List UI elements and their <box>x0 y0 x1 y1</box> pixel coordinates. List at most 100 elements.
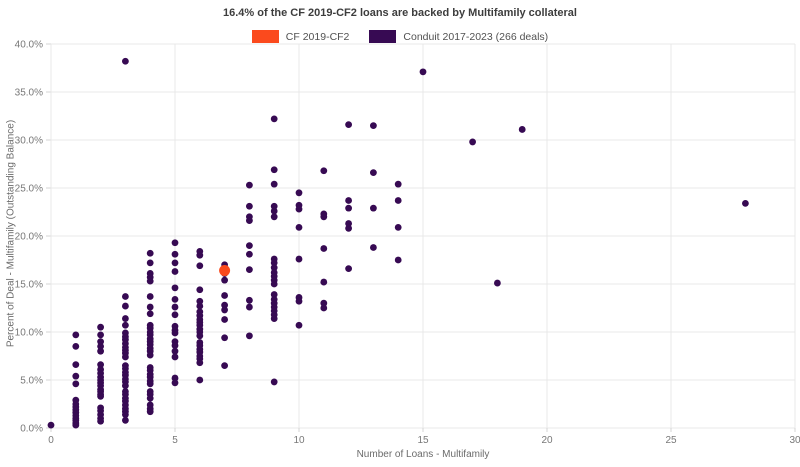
data-point[interactable] <box>146 351 154 359</box>
data-point[interactable] <box>146 249 154 257</box>
data-point[interactable] <box>246 303 253 311</box>
data-point[interactable] <box>122 293 129 300</box>
data-point[interactable] <box>246 242 253 250</box>
data-point[interactable] <box>345 224 352 232</box>
data-point[interactable] <box>171 379 179 387</box>
data-point[interactable] <box>246 250 253 258</box>
data-point[interactable] <box>246 217 253 225</box>
data-point[interactable] <box>171 250 179 258</box>
data-point[interactable] <box>196 286 204 294</box>
data-point[interactable] <box>171 303 179 311</box>
data-point[interactable] <box>171 342 179 349</box>
data-point[interactable] <box>97 417 104 425</box>
data-point[interactable] <box>72 343 80 350</box>
data-point[interactable] <box>146 277 154 285</box>
data-point[interactable] <box>494 279 501 287</box>
data-point[interactable] <box>246 332 253 340</box>
data-point[interactable] <box>72 331 80 339</box>
data-point[interactable] <box>270 315 278 322</box>
data-point[interactable] <box>146 408 154 416</box>
data-point[interactable] <box>221 306 229 314</box>
data-point[interactable] <box>320 278 328 286</box>
data-point[interactable] <box>270 166 278 174</box>
data-point[interactable] <box>72 361 80 369</box>
data-point[interactable] <box>345 220 352 227</box>
data-point[interactable] <box>345 204 352 212</box>
data-point[interactable] <box>270 115 278 123</box>
data-point[interactable] <box>122 416 129 424</box>
data-point[interactable] <box>742 199 749 207</box>
data-point[interactable] <box>146 293 154 300</box>
data-point[interactable] <box>122 57 129 65</box>
data-point[interactable] <box>295 223 303 231</box>
data-point[interactable] <box>270 213 278 221</box>
data-point[interactable] <box>171 295 179 303</box>
data-point[interactable] <box>518 126 526 133</box>
data-point[interactable] <box>97 361 104 369</box>
data-point[interactable] <box>270 264 278 272</box>
data-point[interactable] <box>246 266 253 273</box>
data-point[interactable] <box>171 268 179 275</box>
data-point[interactable] <box>246 296 253 304</box>
data-point[interactable] <box>295 205 303 213</box>
data-point[interactable] <box>196 359 204 367</box>
data-point[interactable] <box>171 374 179 382</box>
data-point[interactable] <box>97 347 104 355</box>
data-point[interactable] <box>196 376 204 384</box>
data-point[interactable] <box>171 239 179 247</box>
data-point[interactable] <box>221 301 229 309</box>
data-point[interactable] <box>270 378 278 386</box>
data-point[interactable] <box>270 202 278 210</box>
data-point[interactable] <box>122 302 129 310</box>
data-point[interactable] <box>345 197 352 204</box>
data-point[interactable] <box>122 411 129 418</box>
data-point[interactable] <box>97 338 104 345</box>
data-point[interactable] <box>394 223 402 231</box>
data-point[interactable] <box>47 421 55 429</box>
data-point[interactable] <box>295 321 303 329</box>
data-point[interactable] <box>295 255 303 263</box>
data-point[interactable] <box>171 353 179 361</box>
data-point[interactable] <box>122 353 129 361</box>
data-point[interactable] <box>320 304 328 312</box>
data-point[interactable] <box>196 297 204 305</box>
data-point[interactable] <box>171 329 179 337</box>
data-point[interactable] <box>122 321 129 329</box>
data-point[interactable] <box>196 332 204 340</box>
data-point[interactable] <box>72 421 80 429</box>
data-point[interactable] <box>295 189 303 197</box>
data-point[interactable] <box>270 259 278 267</box>
data-point[interactable] <box>97 323 104 331</box>
data-point[interactable] <box>320 299 328 307</box>
legend-item-conduit[interactable]: Conduit 2017-2023 (266 deals) <box>369 30 548 43</box>
data-point[interactable] <box>146 310 154 318</box>
data-point[interactable] <box>320 167 328 175</box>
data-point[interactable] <box>122 315 129 322</box>
data-point[interactable] <box>146 259 154 267</box>
legend-item-cf[interactable]: CF 2019-CF2 <box>251 30 349 43</box>
data-point[interactable] <box>419 68 427 76</box>
data-point[interactable] <box>97 392 104 400</box>
data-point[interactable] <box>270 291 278 298</box>
data-point[interactable] <box>171 311 179 319</box>
data-point[interactable] <box>320 245 328 252</box>
data-point[interactable] <box>221 362 229 369</box>
data-point[interactable] <box>146 394 154 402</box>
data-point[interactable] <box>345 121 352 129</box>
data-point[interactable] <box>270 207 278 215</box>
data-point[interactable] <box>146 380 154 388</box>
data-point[interactable] <box>270 280 278 288</box>
data-point[interactable] <box>370 204 377 212</box>
data-point[interactable] <box>72 372 80 380</box>
data-point[interactable] <box>219 265 231 277</box>
data-point[interactable] <box>196 251 204 259</box>
data-point[interactable] <box>370 244 377 251</box>
data-point[interactable] <box>370 122 377 129</box>
data-point[interactable] <box>246 181 253 189</box>
data-point[interactable] <box>171 259 179 267</box>
data-point[interactable] <box>295 297 303 305</box>
data-point[interactable] <box>196 262 204 270</box>
data-point[interactable] <box>394 197 402 204</box>
data-point[interactable] <box>97 343 104 350</box>
data-point[interactable] <box>171 347 179 355</box>
